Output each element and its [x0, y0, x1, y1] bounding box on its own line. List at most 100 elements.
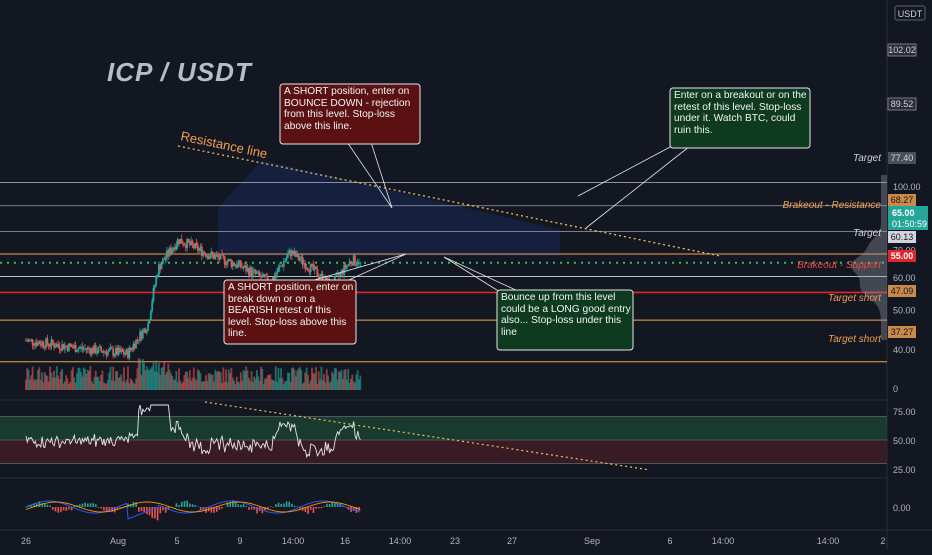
- countdown: 01:50:59: [892, 219, 927, 229]
- svg-text:89.52: 89.52: [891, 99, 914, 109]
- macd-histogram-bar: [291, 504, 293, 507]
- macd-histogram-bar: [200, 507, 202, 510]
- candle-body: [259, 272, 261, 276]
- candle-body: [95, 345, 97, 353]
- svg-text:102.02: 102.02: [888, 45, 916, 55]
- macd-histogram-bar: [307, 507, 309, 514]
- candle-body: [98, 347, 100, 352]
- macd-histogram-bar: [160, 507, 162, 513]
- svg-text:68.27: 68.27: [891, 195, 914, 205]
- macd-histogram-bar: [189, 504, 191, 507]
- candle-body: [346, 266, 348, 269]
- macd-histogram-bar: [288, 502, 290, 507]
- macd-histogram-bar: [98, 507, 100, 508]
- macd-histogram-bar: [321, 507, 323, 508]
- macd-histogram-bar: [235, 502, 237, 507]
- macd-histogram-bar: [57, 507, 59, 513]
- candle-body: [71, 345, 73, 347]
- candle-body: [149, 320, 151, 324]
- candle-body: [165, 258, 167, 260]
- macd-histogram-bar: [68, 507, 70, 509]
- macd-histogram-bar: [79, 504, 81, 507]
- candle-body: [69, 343, 71, 345]
- macd-histogram-bar: [157, 507, 159, 520]
- time-tick-5: 16: [340, 536, 350, 546]
- candle-body: [100, 346, 102, 350]
- macd-histogram-bar: [176, 503, 178, 507]
- candle-body: [122, 349, 124, 351]
- callout-short-bounce-text: A SHORT position, enter on BOUNCE DOWN -…: [284, 86, 418, 132]
- macd-histogram-bar: [286, 501, 288, 507]
- time-tick-10: 6: [667, 536, 672, 546]
- candle-body: [355, 265, 357, 266]
- macd-histogram-bar: [63, 507, 65, 510]
- macd-histogram-bar: [119, 507, 121, 508]
- candle-body: [52, 340, 54, 344]
- price-tick-4: 60.00: [893, 273, 916, 283]
- svg-text:60.13: 60.13: [891, 232, 914, 242]
- candle-body: [81, 347, 83, 349]
- macd-histogram-bar: [87, 504, 89, 507]
- candle-body: [161, 264, 163, 269]
- macd-histogram-bar: [283, 503, 285, 507]
- candle-body: [298, 253, 300, 260]
- symbol-title: ICP / USDT: [107, 57, 253, 87]
- rsi-tick-2: 25.00: [893, 465, 916, 475]
- candle-body: [114, 355, 116, 356]
- macd-histogram-bar: [297, 506, 299, 507]
- target-upper-label: Target: [853, 153, 882, 164]
- macd-histogram-bar: [221, 507, 223, 508]
- callout-short-breakdown-text: A SHORT position, enter on break down or…: [228, 282, 354, 340]
- callout-long-bounce-text: Bounce up from this level could be a LON…: [501, 292, 631, 338]
- candle-body: [287, 254, 289, 258]
- candle-body: [252, 270, 254, 276]
- price-tick-5: 50.00: [893, 305, 916, 315]
- candle-body: [182, 243, 184, 244]
- macd-histogram-bar: [100, 507, 102, 508]
- macd-histogram-bar: [146, 507, 148, 514]
- svg-text:65.00: 65.00: [892, 208, 915, 218]
- candle-body: [42, 342, 44, 347]
- macd-histogram-bar: [135, 502, 137, 507]
- candle-body: [135, 340, 137, 349]
- macd-histogram-bar: [184, 501, 186, 507]
- candle-body: [192, 241, 194, 245]
- macd-histogram-bar: [47, 505, 49, 507]
- candle-body: [181, 239, 183, 243]
- badge-47: 47.09: [888, 285, 916, 297]
- candle-body: [142, 330, 144, 338]
- candle-body: [284, 261, 286, 262]
- time-tick-2: 5: [174, 536, 179, 546]
- candle-body: [310, 264, 312, 272]
- candle-body: [53, 344, 55, 348]
- macd-histogram-bar: [323, 506, 325, 507]
- candle-body: [243, 268, 245, 269]
- macd-histogram-bar: [219, 507, 221, 510]
- macd-histogram-bar: [275, 504, 277, 507]
- time-tick-1: Aug: [110, 536, 126, 546]
- macd-histogram-bar: [194, 505, 196, 507]
- candle-body: [275, 274, 277, 278]
- macd-histogram-bar: [251, 507, 253, 510]
- macd-histogram-bar: [92, 503, 94, 507]
- candle-body: [286, 258, 288, 261]
- candle-body: [153, 288, 155, 302]
- callout-long-breakout-text: Enter on a breakout or on the retest of …: [674, 90, 808, 136]
- macd-histogram-bar: [95, 504, 97, 507]
- macd-histogram-bar: [243, 504, 245, 507]
- currency-badge[interactable]: USDT: [898, 9, 923, 19]
- macd-histogram-bar: [31, 505, 33, 507]
- candle-body: [154, 285, 156, 288]
- price-tick-0: 100.00: [893, 182, 921, 192]
- badge-89: 89.52: [888, 98, 916, 110]
- macd-histogram-bar: [178, 505, 180, 507]
- macd-histogram-bar: [84, 503, 86, 507]
- candle-body: [77, 349, 79, 352]
- candle-body: [237, 263, 239, 267]
- time-tick-6: 14:00: [389, 536, 412, 546]
- macd-histogram-bar: [151, 507, 153, 518]
- candle-body: [261, 276, 263, 278]
- candle-body: [222, 254, 224, 256]
